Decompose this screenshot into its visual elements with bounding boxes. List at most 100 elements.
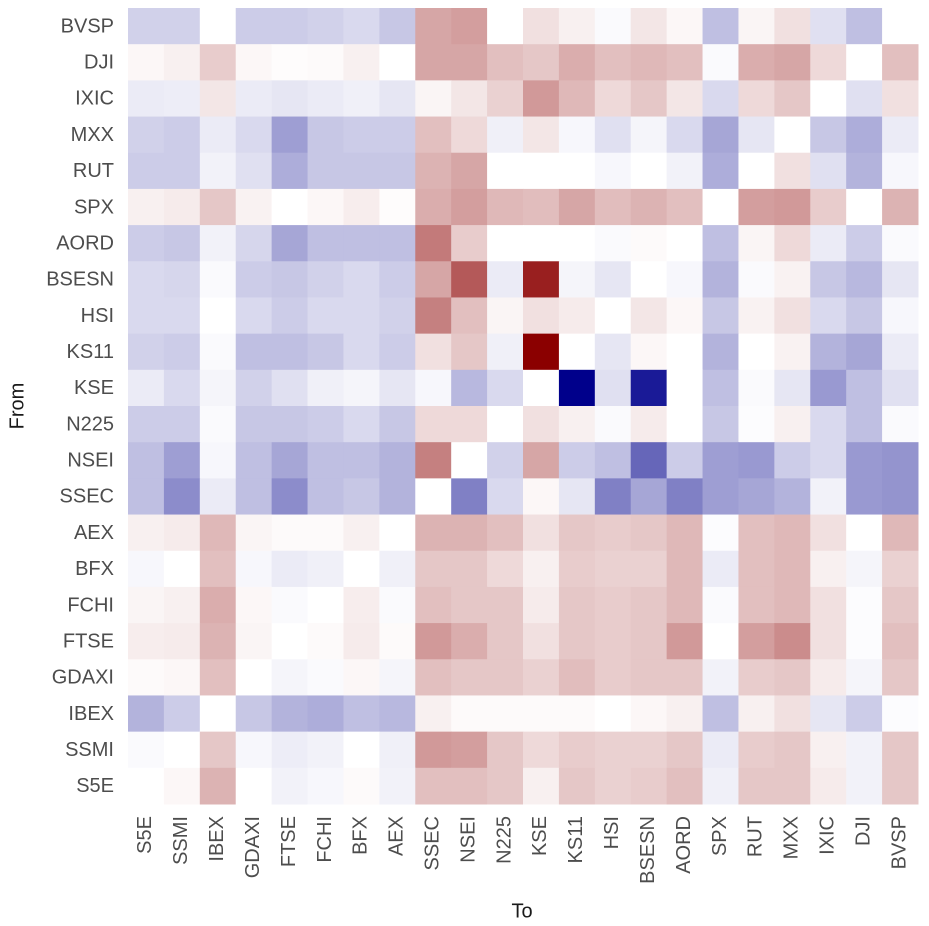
heatmap-cell — [558, 659, 596, 696]
heatmap-cell — [558, 623, 596, 660]
heatmap-cell — [666, 731, 704, 769]
heatmap-cell — [271, 514, 309, 552]
heatmap-cell — [702, 623, 739, 660]
heatmap-cell — [199, 550, 237, 588]
heatmap-cell — [128, 8, 165, 45]
heatmap-cell — [558, 550, 596, 588]
heatmap-cell — [702, 659, 739, 696]
heatmap-cell — [343, 44, 380, 81]
y-tick-label: FTSE — [63, 630, 114, 652]
heatmap-cell — [630, 152, 668, 190]
heatmap-cell — [271, 80, 309, 118]
heatmap-cell — [810, 80, 847, 118]
heatmap-cell — [487, 550, 524, 588]
heatmap-cell — [558, 116, 596, 154]
heatmap-cell — [666, 116, 704, 154]
heatmap-cell — [594, 8, 632, 45]
heatmap-cell — [666, 767, 704, 805]
y-tick-label: NSEI — [67, 450, 114, 472]
y-tick-label: RUT — [73, 160, 114, 182]
heatmap-cell — [307, 478, 344, 516]
heatmap-cell — [271, 586, 309, 624]
heatmap-cell — [163, 261, 201, 298]
y-tick-label: IBEX — [68, 703, 114, 725]
heatmap-cell — [199, 116, 237, 154]
heatmap-cell — [343, 116, 380, 154]
heatmap-cell — [271, 659, 309, 696]
heatmap-cell — [702, 406, 739, 443]
heatmap-cell — [379, 225, 416, 262]
heatmap-cell — [738, 297, 775, 335]
x-tick-label: BFX — [350, 816, 372, 855]
heatmap-cell — [702, 695, 739, 733]
heatmap-cell — [558, 731, 596, 769]
heatmap-cell — [846, 297, 883, 335]
heatmap-cell — [846, 116, 883, 154]
heatmap-cell — [738, 44, 775, 81]
heatmap-cell — [128, 731, 165, 769]
heatmap-cell — [128, 333, 165, 371]
heatmap-cell — [882, 44, 919, 81]
heatmap-cell — [271, 406, 309, 443]
heatmap-cell — [630, 442, 668, 479]
heatmap-cell — [594, 478, 632, 516]
heatmap-cell — [379, 442, 416, 479]
heatmap-cell — [666, 623, 704, 660]
heatmap-cell — [163, 659, 201, 696]
heatmap-cell — [451, 514, 488, 552]
heatmap-cell — [630, 80, 668, 118]
heatmap-cell — [558, 188, 596, 226]
heatmap-cell — [163, 767, 201, 805]
heatmap-cell — [846, 225, 883, 262]
heatmap-cell — [415, 116, 452, 154]
heatmap-cell — [487, 478, 524, 516]
heatmap-cell — [846, 261, 883, 298]
heatmap-cell — [163, 8, 201, 45]
heatmap-cell — [128, 369, 165, 407]
heatmap-cell — [307, 116, 344, 154]
heatmap-cell — [307, 152, 344, 190]
heatmap-cell — [163, 297, 201, 335]
heatmap-cell — [415, 369, 452, 407]
heatmap-cell — [128, 188, 165, 226]
heatmap-cell — [810, 225, 847, 262]
heatmap-cell — [630, 225, 668, 262]
heatmap-cell — [415, 623, 452, 660]
heatmap-cell — [846, 659, 883, 696]
heatmap-cell — [810, 333, 847, 371]
heatmap-cell — [163, 478, 201, 516]
heatmap-cell — [379, 514, 416, 552]
heatmap-cell — [343, 225, 380, 262]
heatmap-cell — [271, 8, 309, 45]
heatmap-cell — [594, 297, 632, 335]
heatmap-cell — [810, 586, 847, 624]
heatmap-cell — [343, 442, 380, 479]
heatmap-cell — [810, 406, 847, 443]
heatmap-cell — [738, 767, 775, 805]
heatmap-cell — [128, 586, 165, 624]
heatmap-cell — [487, 188, 524, 226]
heatmap-cell — [199, 188, 237, 226]
heatmap-cell — [702, 297, 739, 335]
heatmap-cell — [415, 44, 452, 81]
y-tick-label: S5E — [76, 775, 114, 797]
heatmap-cell — [810, 695, 847, 733]
heatmap-cell — [738, 731, 775, 769]
heatmap-cell — [774, 369, 811, 407]
heatmap-cell — [774, 586, 811, 624]
heatmap-cell — [666, 225, 704, 262]
heatmap-cell — [666, 8, 704, 45]
heatmap-cell — [523, 406, 560, 443]
heatmap-cell — [271, 225, 309, 262]
heatmap-cell — [415, 152, 452, 190]
heatmap-cell — [307, 514, 344, 552]
heatmap-cell — [558, 406, 596, 443]
heatmap-cell — [271, 695, 309, 733]
heatmap-cell — [702, 333, 739, 371]
heatmap-cell — [594, 225, 632, 262]
heatmap-cell — [558, 514, 596, 552]
heatmap-cell — [379, 8, 416, 45]
heatmap-cell — [343, 550, 380, 588]
heatmap-cell — [702, 225, 739, 262]
heatmap-cell — [738, 514, 775, 552]
